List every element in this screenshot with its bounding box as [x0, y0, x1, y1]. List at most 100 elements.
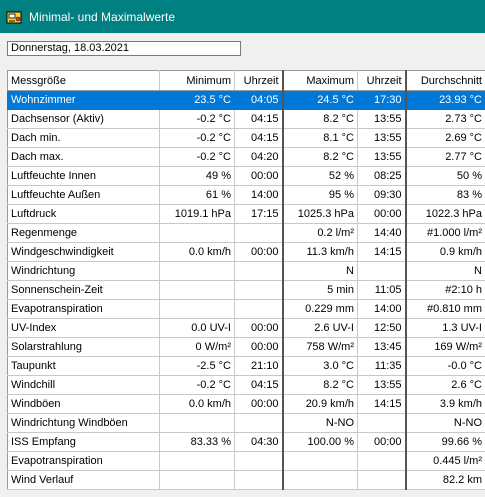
cell-maximum: 1025.3 hPa — [282, 204, 358, 224]
column-header-maximum[interactable]: Maximum — [282, 70, 358, 91]
table-row[interactable]: Evapotranspiration 0.445 l/m² — [7, 451, 485, 471]
cell-minimum — [159, 261, 235, 281]
cell-min-time — [234, 299, 284, 319]
cell-maximum: 5 min — [282, 280, 358, 300]
cell-min-time: 04:15 — [234, 109, 284, 129]
table-row[interactable]: Evapotranspiration 0.229 mm 14:00 #0.810 mm — [7, 299, 485, 319]
table-row[interactable]: Windgeschwindigkeit 0.0 km/h 00:00 11.3 km/… — [7, 242, 485, 262]
cell-maximum: N-NO — [282, 413, 358, 433]
cell-min-time — [234, 470, 284, 490]
cell-max-time — [357, 261, 407, 281]
cell-maximum: 11.3 km/h — [282, 242, 358, 262]
cell-name: Dachsensor (Aktiv) — [7, 109, 160, 129]
table-row[interactable]: Wind Verlauf 82.2 km — [7, 470, 485, 490]
column-header-max-time[interactable]: Uhrzeit — [357, 70, 407, 91]
cell-max-time: 13:55 — [357, 147, 407, 167]
cell-average: 2.6 °C — [405, 375, 485, 395]
cell-max-time: 08:25 — [357, 166, 407, 186]
cell-average: 2.77 °C — [405, 147, 485, 167]
cell-average: #1.000 l/m² — [405, 223, 485, 243]
cell-minimum: 0.0 km/h — [159, 394, 235, 414]
table-row[interactable]: Luftfeuchte Innen 49 % 00:00 52 % 08:25 50 % — [7, 166, 485, 186]
cell-minimum — [159, 451, 235, 471]
cell-name: Sonnenschein-Zeit — [7, 280, 160, 300]
cell-name: Taupunkt — [7, 356, 160, 376]
cell-min-time — [234, 451, 284, 471]
cell-maximum: 8.1 °C — [282, 128, 358, 148]
cell-name: Evapotranspiration — [7, 299, 160, 319]
table-row[interactable]: Windrichtung N N — [7, 261, 485, 281]
cell-max-time: 17:30 — [357, 90, 407, 110]
cell-average: 2.73 °C — [405, 109, 485, 129]
cell-maximum — [282, 451, 358, 471]
cell-maximum: 0.229 mm — [282, 299, 358, 319]
table-row[interactable]: Luftfeuchte Außen 61 % 14:00 95 % 09:30 83 % — [7, 185, 485, 205]
table-row[interactable]: Luftdruck 1019.1 hPa 17:15 1025.3 hPa 00:00 1… — [7, 204, 485, 224]
cell-maximum: 8.2 °C — [282, 147, 358, 167]
cell-maximum — [282, 470, 358, 490]
cell-average: 1022.3 hPa — [405, 204, 485, 224]
table-row[interactable]: Windchill -0.2 °C 04:15 8.2 °C 13:55 2.6 °C — [7, 375, 485, 395]
table-row[interactable]: Dachsensor (Aktiv) -0.2 °C 04:15 8.2 °C 13:5… — [7, 109, 485, 129]
cell-maximum: 20.9 km/h — [282, 394, 358, 414]
cell-maximum: 8.2 °C — [282, 375, 358, 395]
cell-average: #0.810 mm — [405, 299, 485, 319]
cell-maximum: 52 % — [282, 166, 358, 186]
cell-name: Windgeschwindigkeit — [7, 242, 160, 262]
cell-name: Luftdruck — [7, 204, 160, 224]
column-header-messgroesse[interactable]: Messgröße — [7, 70, 160, 91]
cell-min-time — [234, 261, 284, 281]
cell-max-time: 14:40 — [357, 223, 407, 243]
cell-minimum: -0.2 °C — [159, 109, 235, 129]
table-row[interactable]: ISS Empfang 83.33 % 04:30 100.00 % 00:00 99.6… — [7, 432, 485, 452]
cell-maximum: 0.2 l/m² — [282, 223, 358, 243]
cell-min-time — [234, 223, 284, 243]
cell-max-time: 14:00 — [357, 299, 407, 319]
cell-minimum — [159, 223, 235, 243]
cell-min-time: 04:20 — [234, 147, 284, 167]
cell-average: 169 W/m² — [405, 337, 485, 357]
cell-minimum: 1019.1 hPa — [159, 204, 235, 224]
table-row[interactable]: Dach min. -0.2 °C 04:15 8.1 °C 13:55 2.69 °C — [7, 128, 485, 148]
cell-minimum: -0.2 °C — [159, 147, 235, 167]
cell-name: Solarstrahlung — [7, 337, 160, 357]
column-header-minimum[interactable]: Minimum — [159, 70, 235, 91]
cell-minimum: -2.5 °C — [159, 356, 235, 376]
cell-min-time: 00:00 — [234, 166, 284, 186]
cell-average: #2:10 h — [405, 280, 485, 300]
table-row[interactable]: Regenmenge 0.2 l/m² 14:40 #1.000 l/m² — [7, 223, 485, 243]
cell-minimum: 0.0 UV-I — [159, 318, 235, 338]
cell-name: Dach max. — [7, 147, 160, 167]
cell-average: 99.66 % — [405, 432, 485, 452]
cell-min-time: 04:05 — [234, 90, 284, 110]
table-row[interactable]: Wohnzimmer 23.5 °C 04:05 24.5 °C 17:30 23.93 … — [7, 90, 485, 110]
table-row[interactable]: UV-Index 0.0 UV-I 00:00 2.6 UV-I 12:50 1.3 UV… — [7, 318, 485, 338]
table-row[interactable]: Solarstrahlung 0 W/m² 00:00 758 W/m² 13:45 16… — [7, 337, 485, 357]
cell-name: UV-Index — [7, 318, 160, 338]
cell-maximum: 24.5 °C — [282, 90, 358, 110]
cell-max-time: 13:55 — [357, 375, 407, 395]
cell-maximum: 758 W/m² — [282, 337, 358, 357]
cell-average: 0.9 km/h — [405, 242, 485, 262]
column-header-min-time[interactable]: Uhrzeit — [234, 70, 284, 91]
cell-max-time: 11:35 — [357, 356, 407, 376]
cell-name: Luftfeuchte Innen — [7, 166, 160, 186]
table-row[interactable]: Taupunkt -2.5 °C 21:10 3.0 °C 11:35 -0.0 °C — [7, 356, 485, 376]
table-row[interactable]: Dach max. -0.2 °C 04:20 8.2 °C 13:55 2.77 °C — [7, 147, 485, 167]
table-row[interactable]: Windböen 0.0 km/h 00:00 20.9 km/h 14:15 3.9 k… — [7, 394, 485, 414]
date-field[interactable]: Donnerstag, 18.03.2021 — [7, 41, 241, 56]
table-header-row: Messgröße Minimum Uhrzeit Maximum Uhrzei… — [7, 70, 485, 91]
table-row[interactable]: Windrichtung Windböen N-NO N-NO — [7, 413, 485, 433]
cell-minimum: 61 % — [159, 185, 235, 205]
table-row[interactable]: Sonnenschein-Zeit 5 min 11:05 #2:10 h — [7, 280, 485, 300]
cell-name: ISS Empfang — [7, 432, 160, 452]
cell-min-time: 00:00 — [234, 318, 284, 338]
cell-max-time: 14:15 — [357, 242, 407, 262]
cell-average: 50 % — [405, 166, 485, 186]
cell-min-time: 14:00 — [234, 185, 284, 205]
cell-maximum: 3.0 °C — [282, 356, 358, 376]
cell-max-time: 13:55 — [357, 128, 407, 148]
cell-max-time: 14:15 — [357, 394, 407, 414]
cell-max-time: 09:30 — [357, 185, 407, 205]
column-header-durchschnitt[interactable]: Durchschnitt — [405, 70, 485, 91]
